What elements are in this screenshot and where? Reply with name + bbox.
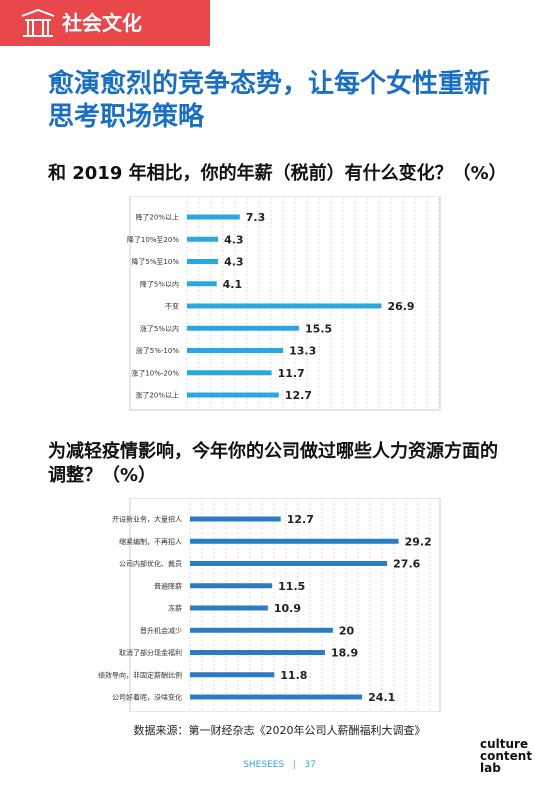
bar (187, 236, 219, 242)
value-label: 4.3 (224, 256, 244, 269)
plot-frame (129, 196, 441, 411)
category-label: 公司好着呢，没啥变化 (112, 693, 182, 702)
value-label: 15.5 (305, 322, 332, 335)
plot-frame (129, 498, 441, 712)
category-label: 降了20%以上 (135, 213, 179, 222)
value-label: 11.8 (280, 669, 307, 682)
category-label: 绩效导向，非固定薪酬比例 (98, 670, 182, 679)
logo: culture content lab (480, 738, 532, 774)
chart-title: 为减轻疫情影响，今年你的公司做过哪些人力资源方面的调整？（%） (48, 441, 498, 486)
bar (187, 214, 240, 220)
category-label: 缩紧编制，不再招人 (119, 537, 182, 546)
bar (190, 672, 275, 678)
bar (187, 348, 284, 353)
chart: 降了20%以上 7.3 降了10%至20% 4.3 降了5%至10% 4.3 降了5%以内 4… (127, 196, 441, 411)
bar (187, 370, 272, 376)
category-label: 降了5%以内 (140, 279, 179, 288)
bar (190, 516, 281, 522)
bar (190, 627, 333, 633)
value-label: 13.3 (289, 345, 316, 358)
bar (190, 561, 388, 566)
value-label: 10.9 (274, 602, 301, 615)
logo-text: culture (480, 737, 529, 751)
category-label: 涨了20%以上 (135, 391, 179, 400)
logo-text: content (480, 749, 533, 763)
value-label: 24.1 (368, 691, 395, 704)
page-number: 37 (304, 760, 316, 770)
bar (190, 583, 273, 589)
value-label: 4.1 (223, 278, 243, 291)
value-label: 12.7 (285, 389, 312, 402)
category-label: 取消了部分现金福利 (119, 648, 182, 657)
chart-title: 和 2019 年相比，你的年薪（税前）有什么变化？（%） (48, 163, 507, 184)
bar (187, 281, 217, 287)
category-label: 涨了5%-10% (136, 346, 180, 355)
brand: SHESEES (243, 760, 285, 770)
category-label: 涨了5%以内 (140, 324, 179, 333)
bar (187, 325, 300, 331)
category-label: 不变 (165, 302, 179, 311)
chart: 开设新业务，大量招人 12.7 缩紧编制，不再招人 29.2 公司内部优化、裁员 27.6… (98, 498, 441, 712)
value-label: 20 (339, 624, 355, 637)
icon (21, 8, 55, 37)
bar (190, 650, 325, 655)
category-label: 冻薪 (168, 604, 182, 613)
category-label: 降了10%至20% (127, 235, 179, 244)
value-label: 11.7 (278, 367, 305, 380)
value-label: 11.5 (278, 580, 305, 593)
headline: 愈演愈烈的竞争态势，让每个女性重新思考职场策略 (48, 69, 491, 132)
value-label: 4.3 (224, 233, 244, 246)
bar (190, 605, 268, 611)
value-label: 12.7 (287, 513, 314, 526)
value-label: 26.9 (387, 300, 414, 313)
bar (190, 538, 399, 544)
value-label: 29.2 (405, 535, 432, 548)
value-label: 7.3 (246, 211, 265, 224)
category-label: 开设新业务，大量招人 (112, 515, 182, 524)
category-label: 晋升机会减少 (140, 626, 182, 635)
value-label: 27.6 (393, 558, 420, 571)
footer: SHESEES | 37 (243, 760, 316, 770)
bar (190, 694, 363, 700)
source: 数据来源：第一财经杂志《2020年公司人薪酬福利大调查》 (133, 724, 426, 737)
bar (187, 303, 382, 309)
logo-text: lab (480, 761, 501, 775)
section-tag: 社会文化 (0, 0, 210, 46)
category-label: 普遍降薪 (154, 581, 182, 590)
category-label: 降了5%至10% (131, 257, 179, 266)
value-label: 18.9 (331, 647, 358, 660)
category-label: 公司内部优化、裁员 (119, 559, 182, 568)
bar (187, 259, 219, 264)
bar (187, 392, 279, 398)
category-label: 涨了10%-20% (131, 368, 179, 377)
